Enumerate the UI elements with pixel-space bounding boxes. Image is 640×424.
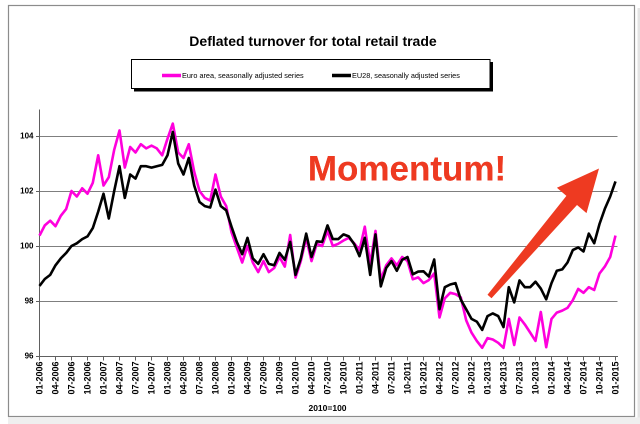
svg-text:07-2011: 07-2011 [387, 362, 397, 395]
svg-text:01-2006: 01-2006 [35, 362, 45, 395]
svg-text:01-2012: 01-2012 [419, 362, 429, 395]
svg-text:01-2011: 01-2011 [355, 362, 365, 395]
svg-text:102: 102 [20, 187, 34, 196]
svg-text:Euro area, seasonally adjusted: Euro area, seasonally adjusted series [182, 71, 304, 80]
svg-text:04-2009: 04-2009 [243, 362, 253, 395]
svg-text:04-2010: 04-2010 [307, 362, 317, 395]
svg-text:10-2008: 10-2008 [211, 362, 221, 395]
svg-text:Momentum!: Momentum! [308, 150, 506, 189]
svg-text:Deflated turnover for total re: Deflated turnover for total retail trade [189, 33, 437, 49]
svg-text:01-2010: 01-2010 [291, 362, 301, 395]
svg-text:10-2011: 10-2011 [403, 362, 413, 395]
svg-text:04-2006: 04-2006 [51, 362, 61, 395]
svg-text:07-2013: 07-2013 [515, 362, 525, 395]
svg-text:104: 104 [20, 132, 34, 141]
svg-text:04-2011: 04-2011 [371, 362, 381, 395]
svg-text:10-2014: 10-2014 [595, 362, 605, 395]
svg-text:04-2008: 04-2008 [179, 362, 189, 395]
svg-text:07-2014: 07-2014 [579, 362, 589, 395]
svg-text:04-2012: 04-2012 [435, 362, 445, 395]
svg-text:04-2007: 04-2007 [115, 362, 125, 395]
svg-text:10-2006: 10-2006 [83, 362, 93, 395]
svg-text:100: 100 [20, 242, 34, 251]
svg-text:07-2010: 07-2010 [323, 362, 333, 395]
svg-text:04-2013: 04-2013 [499, 362, 509, 395]
svg-text:10-2007: 10-2007 [147, 362, 157, 395]
svg-text:01-2015: 01-2015 [611, 362, 621, 395]
svg-text:01-2008: 01-2008 [163, 362, 173, 395]
svg-text:2010=100: 2010=100 [308, 403, 346, 413]
svg-text:07-2008: 07-2008 [195, 362, 205, 395]
svg-text:07-2009: 07-2009 [259, 362, 269, 395]
svg-text:Momentum!: Momentum! [308, 150, 506, 189]
svg-text:96: 96 [25, 352, 34, 361]
svg-text:10-2013: 10-2013 [531, 362, 541, 395]
svg-text:07-2007: 07-2007 [131, 362, 141, 395]
svg-text:01-2013: 01-2013 [483, 362, 493, 395]
svg-text:07-2006: 07-2006 [67, 362, 77, 395]
svg-text:98: 98 [25, 297, 34, 306]
svg-text:10-2010: 10-2010 [339, 362, 349, 395]
svg-text:01-2014: 01-2014 [547, 362, 557, 395]
svg-text:EU28, seasonally adjusted seri: EU28, seasonally adjusted series [352, 71, 460, 80]
svg-text:01-2007: 01-2007 [99, 362, 109, 395]
svg-text:10-2012: 10-2012 [467, 362, 477, 395]
svg-text:01-2009: 01-2009 [227, 362, 237, 395]
svg-text:07-2012: 07-2012 [451, 362, 461, 395]
svg-text:10-2009: 10-2009 [275, 362, 285, 395]
svg-text:04-2014: 04-2014 [563, 362, 573, 395]
